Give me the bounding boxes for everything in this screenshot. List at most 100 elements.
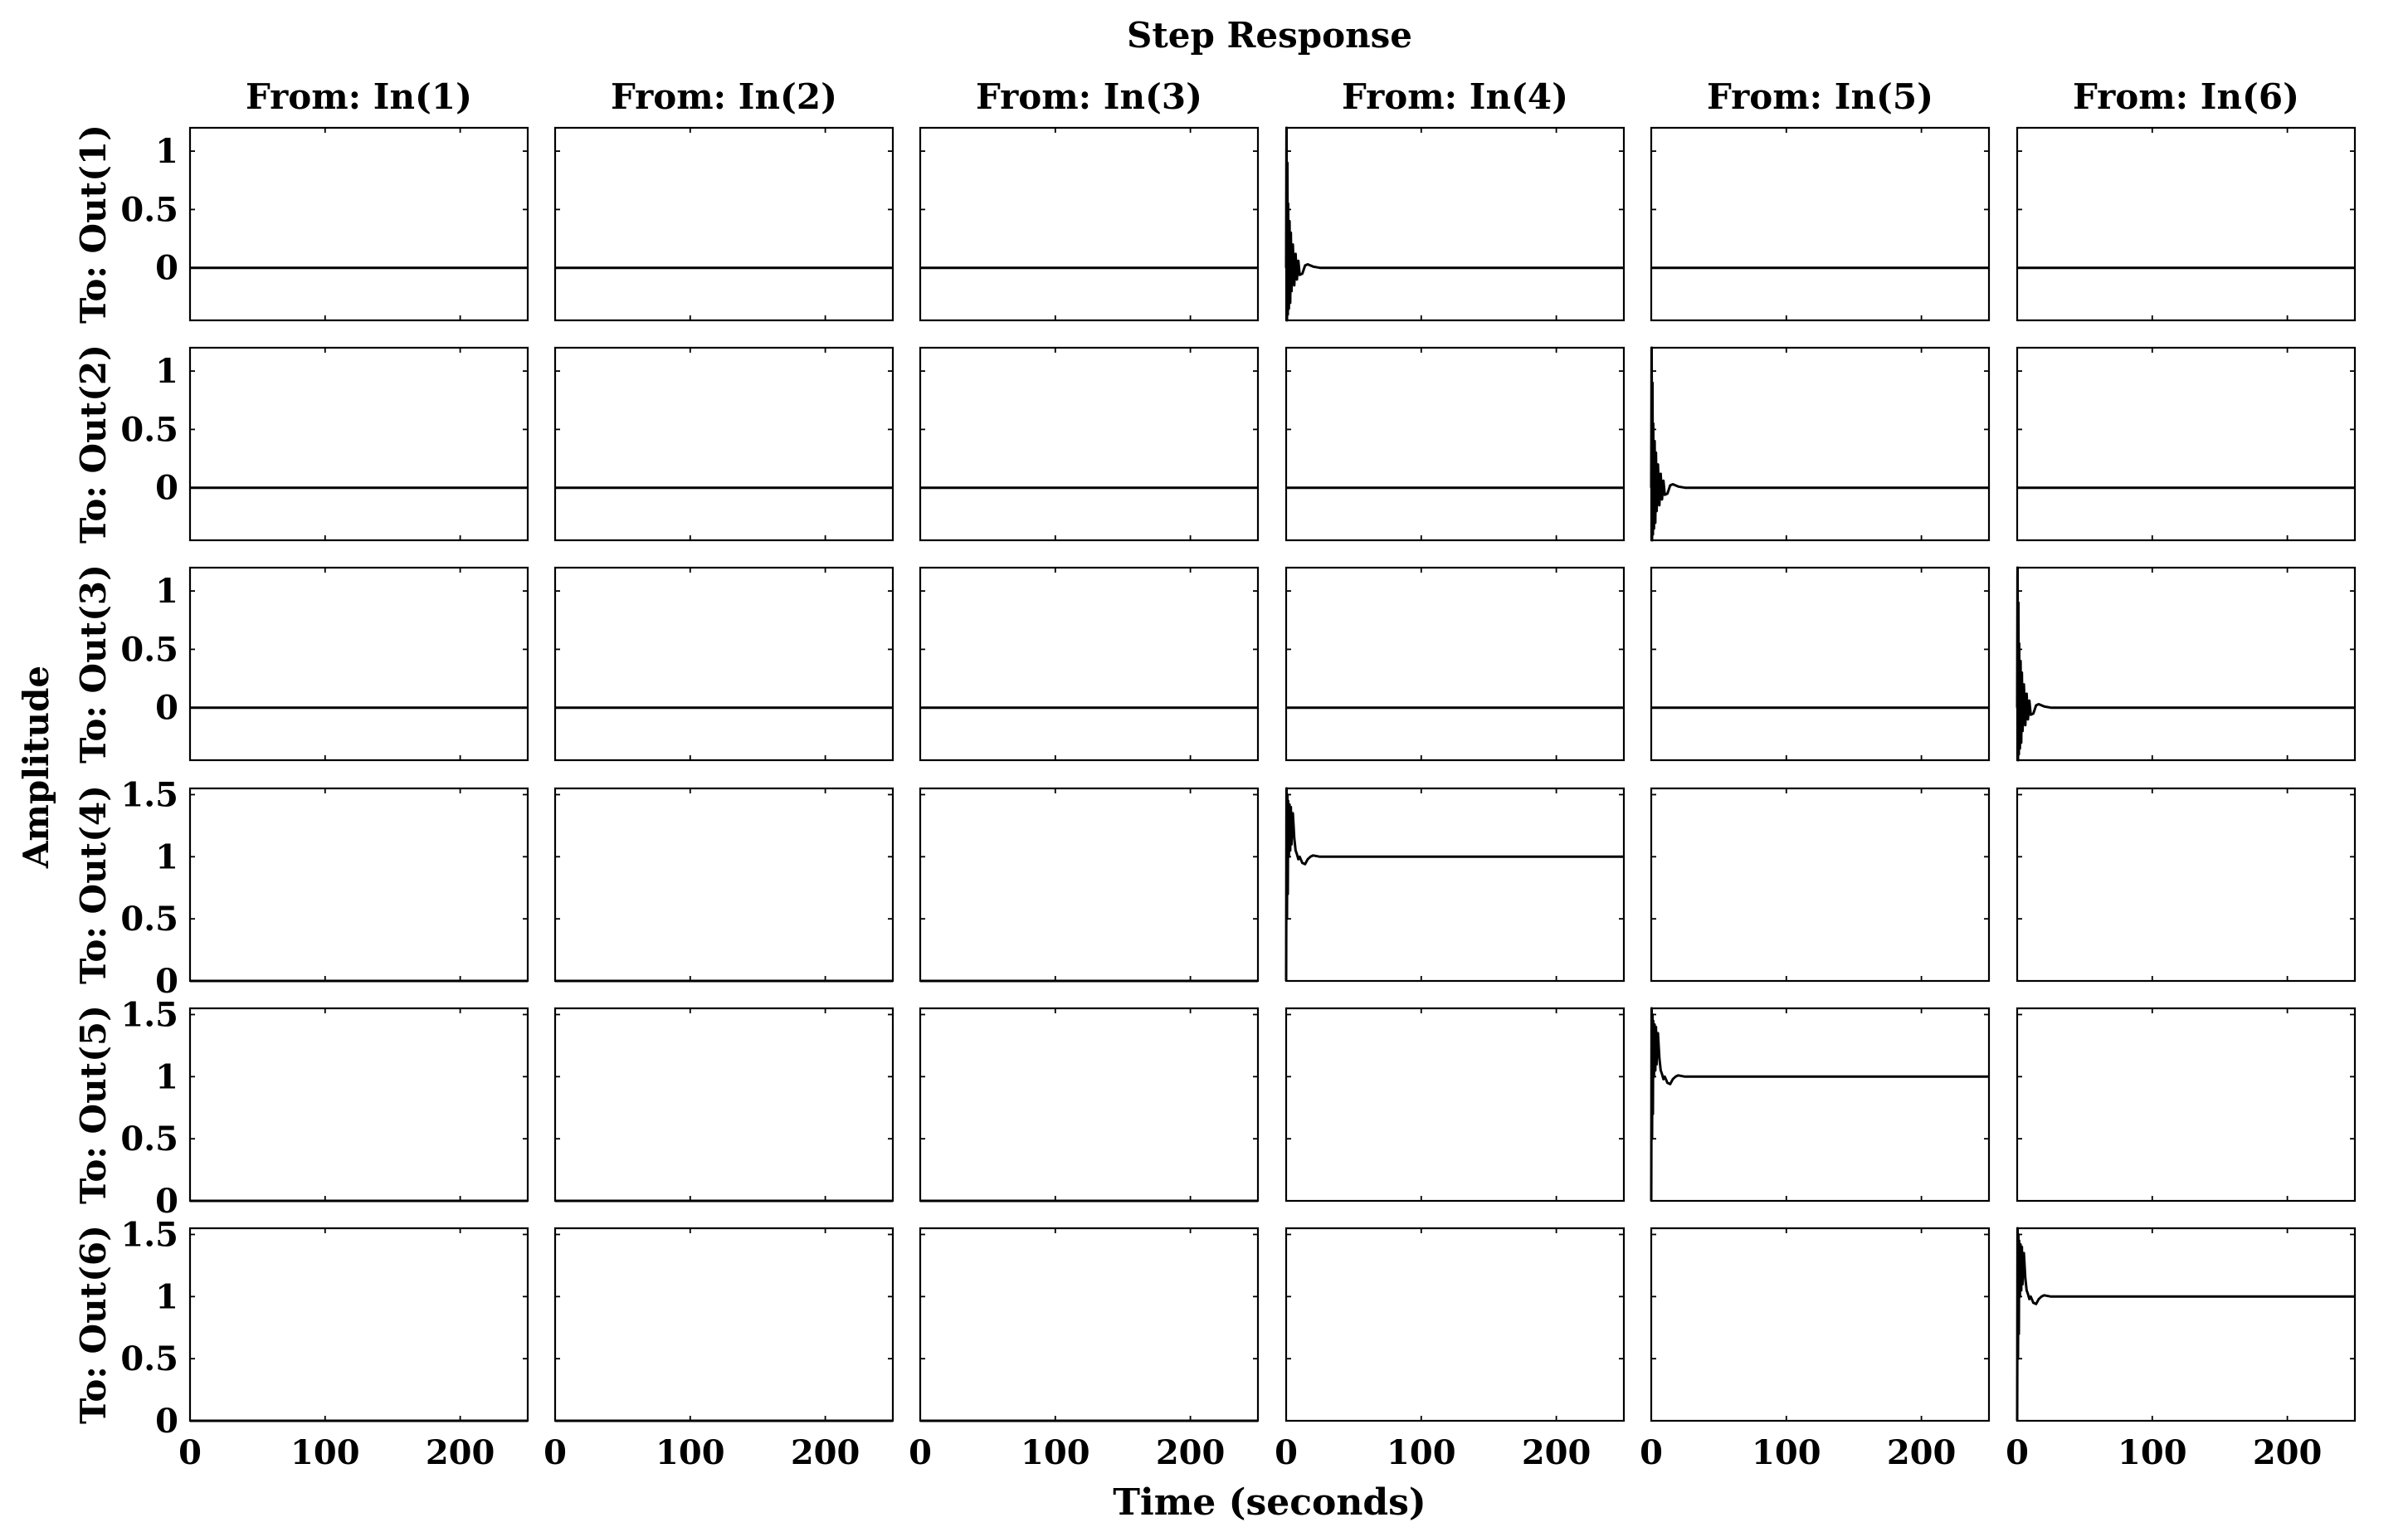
subplot-out3-in1 bbox=[190, 568, 528, 760]
y-tick-label: 0.5 bbox=[120, 1120, 178, 1159]
axes-frame bbox=[190, 1228, 528, 1421]
subplot-out3-in3 bbox=[920, 568, 1258, 760]
axes-frame bbox=[920, 788, 1258, 981]
row-label-out-4: To: Out(4) bbox=[73, 785, 114, 984]
axes-frame bbox=[2017, 1008, 2355, 1201]
axes-frame bbox=[555, 1228, 893, 1421]
axes-frame bbox=[920, 348, 1258, 540]
y-tick-label: 0.5 bbox=[120, 1339, 178, 1378]
subplot-out1-in2 bbox=[555, 128, 893, 320]
subplot-out5-in6 bbox=[2017, 1008, 2355, 1201]
subplot-out4-in6 bbox=[2017, 788, 2355, 981]
y-tick-label: 0 bbox=[155, 469, 178, 508]
subplot-out6-in2 bbox=[555, 1228, 893, 1421]
y-tick-label: 0.5 bbox=[120, 410, 178, 449]
axes-frame bbox=[2017, 1228, 2355, 1421]
subplot-out1-in1 bbox=[190, 128, 528, 320]
subplot-out6-in4 bbox=[1286, 1228, 1624, 1421]
figure-title: Step Response bbox=[1127, 15, 1412, 56]
axes-frame bbox=[555, 1008, 893, 1201]
x-tick-label: 200 bbox=[1522, 1433, 1592, 1472]
x-tick-label: 0 bbox=[1275, 1433, 1298, 1472]
row-label-out-1: To: Out(1) bbox=[73, 124, 114, 324]
axes-frame bbox=[1651, 568, 1989, 760]
subplot-out2-in3 bbox=[920, 348, 1258, 540]
column-label-in-6: From: In(6) bbox=[2073, 76, 2299, 117]
axes-frame bbox=[920, 568, 1258, 760]
axes-frame bbox=[920, 128, 1258, 320]
axes-frame bbox=[1651, 1008, 1989, 1201]
subplot-out1-in5 bbox=[1651, 128, 1989, 320]
axes-frame bbox=[190, 128, 528, 320]
axes-frame bbox=[1286, 788, 1624, 981]
subplot-out4-in2 bbox=[555, 788, 893, 981]
row-label-out-6: To: Out(6) bbox=[73, 1225, 114, 1424]
y-tick-label: 0.5 bbox=[120, 630, 178, 669]
axes-frame bbox=[1651, 788, 1989, 981]
x-tick-label: 0 bbox=[178, 1433, 202, 1472]
axes-frame bbox=[1651, 1228, 1989, 1421]
y-tick-label: 1 bbox=[155, 1277, 178, 1316]
axes-frame bbox=[920, 1008, 1258, 1201]
x-tick-label: 200 bbox=[426, 1433, 495, 1472]
x-tick-label: 200 bbox=[1156, 1433, 1226, 1472]
axes-frame bbox=[2017, 128, 2355, 320]
subplot-out4-in5 bbox=[1651, 788, 1989, 981]
subplot-grid: From: In(1) From: In(2) From: In(3) From: I… bbox=[73, 76, 2355, 1472]
subplot-out3-in6 bbox=[2017, 568, 2355, 760]
y-tick-label: 1 bbox=[155, 572, 178, 611]
x-tick-label: 100 bbox=[290, 1433, 360, 1472]
x-tick-label: 200 bbox=[791, 1433, 860, 1472]
subplot-out6-in1 bbox=[190, 1228, 528, 1421]
axes-frame bbox=[1286, 1228, 1624, 1421]
subplot-out2-in1 bbox=[190, 348, 528, 540]
x-tick-label: 100 bbox=[2118, 1433, 2187, 1472]
y-tick-label: 1 bbox=[155, 837, 178, 876]
x-axis-label: Time (seconds) bbox=[1113, 1481, 1426, 1524]
y-tick-label: 1 bbox=[155, 132, 178, 171]
subplot-out5-in3 bbox=[920, 1008, 1258, 1201]
y-tick-label: 1.5 bbox=[120, 775, 178, 814]
axes-frame bbox=[2017, 788, 2355, 981]
row-label-out-5: To: Out(5) bbox=[73, 1005, 114, 1204]
x-tick-label: 100 bbox=[1387, 1433, 1456, 1472]
y-tick-label: 1.5 bbox=[120, 995, 178, 1034]
axes-frame bbox=[1651, 128, 1989, 320]
subplot-out1-in6 bbox=[2017, 128, 2355, 320]
x-tick-label: 200 bbox=[1887, 1433, 1957, 1472]
subplot-out2-in6 bbox=[2017, 348, 2355, 540]
y-tick-label: 1 bbox=[155, 1057, 178, 1096]
x-tick-label: 100 bbox=[656, 1433, 725, 1472]
y-tick-label: 0 bbox=[155, 1402, 178, 1441]
x-tick-label: 0 bbox=[2006, 1433, 2029, 1472]
y-axis-label: Amplitude bbox=[16, 666, 56, 869]
subplot-out5-in1 bbox=[190, 1008, 528, 1201]
subplot-out1-in4 bbox=[1286, 128, 1624, 320]
subplot-out2-in5 bbox=[1651, 348, 1989, 540]
y-tick-label: 1 bbox=[155, 352, 178, 391]
axes-frame bbox=[920, 1228, 1258, 1421]
y-tick-label: 1.5 bbox=[120, 1215, 178, 1254]
x-tick-label: 0 bbox=[544, 1433, 567, 1472]
subplot-out5-in2 bbox=[555, 1008, 893, 1201]
y-tick-label: 0 bbox=[155, 689, 178, 728]
subplot-out2-in4 bbox=[1286, 348, 1624, 540]
column-label-in-5: From: In(5) bbox=[1707, 76, 1933, 117]
subplot-out5-in4 bbox=[1286, 1008, 1624, 1201]
row-label-out-2: To: Out(2) bbox=[73, 344, 114, 544]
subplot-out4-in3 bbox=[920, 788, 1258, 981]
axes-frame bbox=[1286, 568, 1624, 760]
subplot-out6-in3 bbox=[920, 1228, 1258, 1421]
axes-frame bbox=[190, 788, 528, 981]
axes-frame bbox=[555, 788, 893, 981]
subplot-out6-in6 bbox=[2017, 1228, 2355, 1421]
subplot-out1-in3 bbox=[920, 128, 1258, 320]
axes-frame bbox=[1286, 348, 1624, 540]
axes-frame bbox=[1286, 1008, 1624, 1201]
x-tick-label: 200 bbox=[2253, 1433, 2323, 1472]
column-label-in-4: From: In(4) bbox=[1342, 76, 1568, 117]
x-tick-label: 100 bbox=[1021, 1433, 1090, 1472]
row-label-out-3: To: Out(3) bbox=[73, 564, 114, 764]
axes-frame bbox=[190, 348, 528, 540]
